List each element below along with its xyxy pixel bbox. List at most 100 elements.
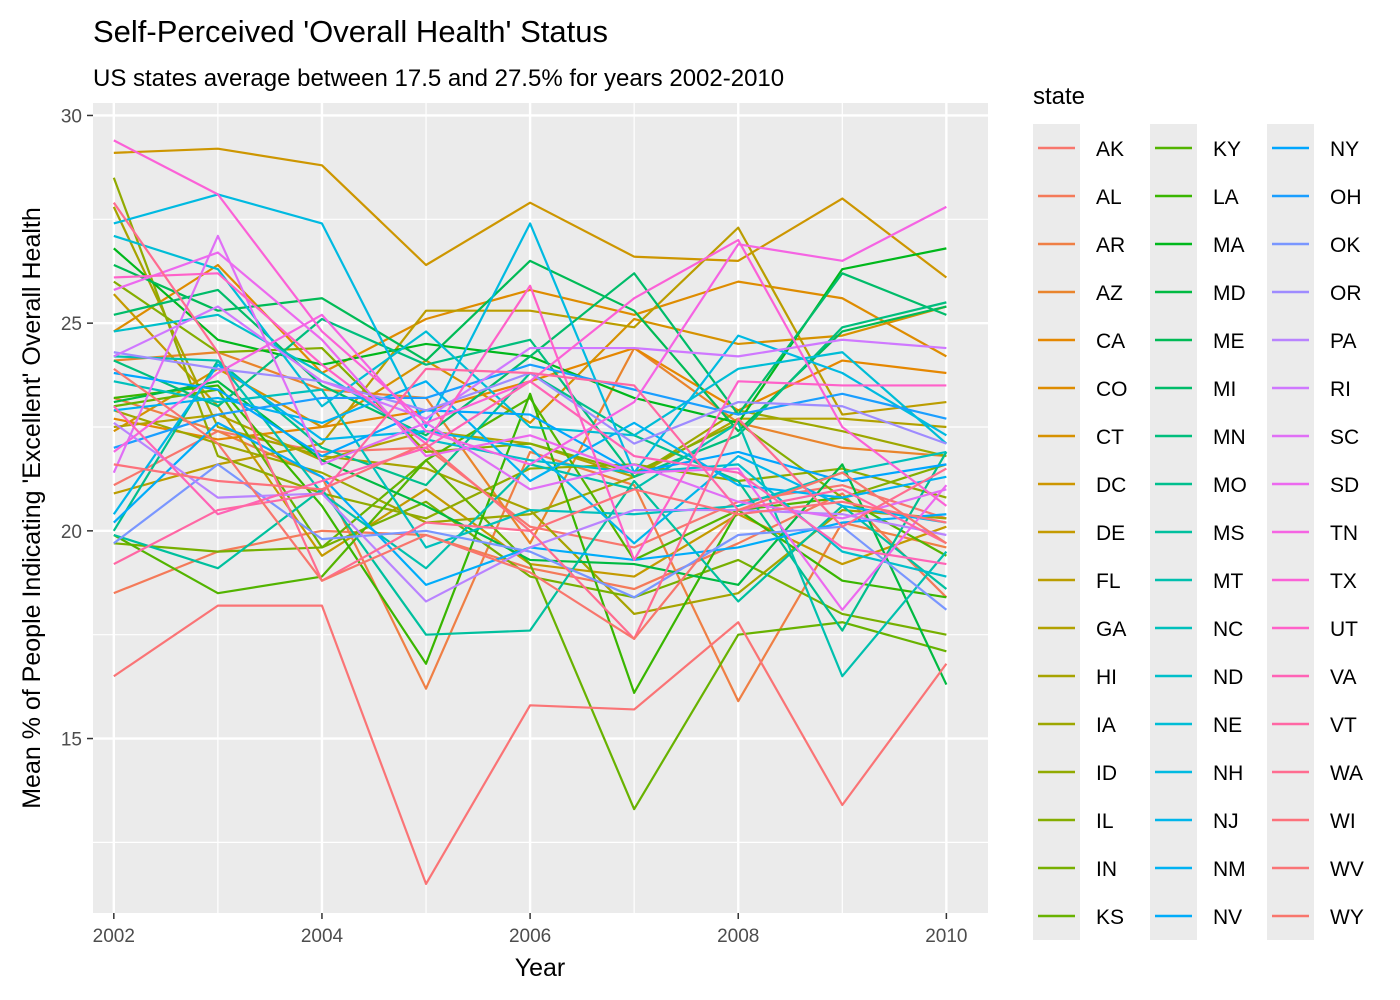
legend-label-ri: RI <box>1330 378 1351 401</box>
series-line-ut <box>113 272 947 562</box>
legend-label-or: OR <box>1330 282 1362 305</box>
legend-label-mn: MN <box>1213 426 1246 449</box>
series-line-ne <box>113 234 948 445</box>
y-tick-label: 15 <box>61 730 82 751</box>
legend-label-ma: MA <box>1213 234 1245 257</box>
legend-label-mi: MI <box>1213 378 1236 401</box>
legend-label-in: IN <box>1096 858 1117 881</box>
series-line-ms <box>113 479 948 636</box>
series-line-va <box>113 380 947 566</box>
series-line-wv <box>113 604 948 886</box>
legend-label-ak: AK <box>1096 138 1124 161</box>
legend-label-ca: CA <box>1096 330 1125 353</box>
legend-label-ky: KY <box>1213 138 1241 161</box>
series-line-md <box>113 380 948 686</box>
legend-label-mo: MO <box>1213 474 1247 497</box>
axis-ticks <box>87 114 948 919</box>
y-tick-label: 20 <box>61 522 82 543</box>
series-line-ia <box>113 409 947 524</box>
y-axis-title: Mean % of People Indicating 'Excellent' … <box>18 207 46 809</box>
legend-label-wv: WV <box>1330 858 1364 881</box>
x-axis-title: Year <box>515 954 566 982</box>
series-line-co <box>113 263 947 375</box>
legend-label-tn: TN <box>1330 522 1358 545</box>
legend-label-nh: NH <box>1213 762 1243 785</box>
legend-label-ok: OK <box>1330 234 1360 257</box>
series-line-fl <box>113 226 947 495</box>
series-line-sd <box>113 251 948 611</box>
legend: AK AL AR AZ CA CO CT DC DE FL GA HI IA ID IL IN KS KY LA MA… <box>1033 124 1364 940</box>
series-line-oh <box>113 363 947 449</box>
series-line-in <box>113 500 947 636</box>
legend-label-vt: VT <box>1330 714 1357 737</box>
legend-label-ne: NE <box>1213 714 1242 737</box>
y-tick-label: 30 <box>61 106 82 127</box>
legend-label-nj: NJ <box>1213 810 1239 833</box>
series-line-wi <box>113 442 947 532</box>
legend-label-va: VA <box>1330 666 1356 689</box>
legend-label-ar: AR <box>1096 234 1125 257</box>
series-lines <box>112 139 948 886</box>
legend-label-ms: MS <box>1213 522 1245 545</box>
x-axis-tick-labels: 2002 2004 2006 2008 2010 <box>93 926 968 947</box>
legend-label-id: ID <box>1096 762 1117 785</box>
legend-label-mt: MT <box>1213 570 1243 593</box>
legend-label-ny: NY <box>1330 138 1359 161</box>
y-tick-label: 25 <box>61 314 82 335</box>
series-line-nh <box>113 193 947 474</box>
legend-label-me: ME <box>1213 330 1245 353</box>
legend-label-ct: CT <box>1096 426 1124 449</box>
legend-label-de: DE <box>1096 522 1125 545</box>
series-line-ri <box>113 305 947 420</box>
legend-label-oh: OH <box>1330 186 1362 209</box>
legend-label-nd: ND <box>1213 666 1243 689</box>
series-line-mi <box>113 272 947 437</box>
series-line-wy <box>113 367 947 640</box>
x-tick-label: 2006 <box>509 926 551 947</box>
series-line-ky <box>113 396 947 595</box>
legend-label-md: MD <box>1213 282 1246 305</box>
series-line-nm <box>113 380 947 499</box>
legend-label-pa: PA <box>1330 330 1356 353</box>
legend-label-sc: SC <box>1330 426 1359 449</box>
series-line-il <box>113 280 947 499</box>
legend-label-sd: SD <box>1330 474 1359 497</box>
legend-label-wa: WA <box>1330 762 1363 785</box>
y-axis-tick-labels: 15 20 25 30 <box>61 106 82 750</box>
legend-label-nm: NM <box>1213 858 1246 881</box>
series-line-ks <box>113 388 947 811</box>
legend-label-ut: UT <box>1330 618 1358 641</box>
series-line-sc <box>112 234 947 520</box>
series-line-tn <box>113 205 947 466</box>
x-tick-label: 2002 <box>93 926 135 947</box>
legend-label-fl: FL <box>1096 570 1121 593</box>
legend-label-wy: WY <box>1330 906 1364 929</box>
legend-label-ks: KS <box>1096 906 1124 929</box>
chart-title: Self-Perceived 'Overall Health' Status <box>93 14 608 49</box>
series-line-nc <box>113 380 947 549</box>
legend-label-ia: IA <box>1096 714 1116 737</box>
series-line-vt <box>113 367 947 566</box>
legend-label-dc: DC <box>1096 474 1126 497</box>
legend-label-hi: HI <box>1096 666 1117 689</box>
series-line-ny <box>113 371 947 483</box>
legend-label-wi: WI <box>1330 810 1356 833</box>
series-line-la <box>113 384 947 694</box>
legend-label-az: AZ <box>1096 282 1123 305</box>
legend-label-il: IL <box>1096 810 1114 833</box>
x-tick-label: 2008 <box>717 926 759 947</box>
legend-label-nv: NV <box>1213 906 1242 929</box>
legend-label-tx: TX <box>1330 570 1357 593</box>
legend-label-co: CO <box>1096 378 1128 401</box>
legend-label-la: LA <box>1213 186 1239 209</box>
series-line-dc <box>113 147 948 279</box>
legend-label-al: AL <box>1096 186 1122 209</box>
legend-label-ga: GA <box>1096 618 1126 641</box>
x-tick-label: 2010 <box>925 926 967 947</box>
series-line-al <box>113 492 948 599</box>
legend-label-nc: NC <box>1213 618 1243 641</box>
legend-title: state <box>1033 83 1085 110</box>
x-tick-label: 2004 <box>301 926 344 947</box>
series-line-az <box>113 346 947 545</box>
